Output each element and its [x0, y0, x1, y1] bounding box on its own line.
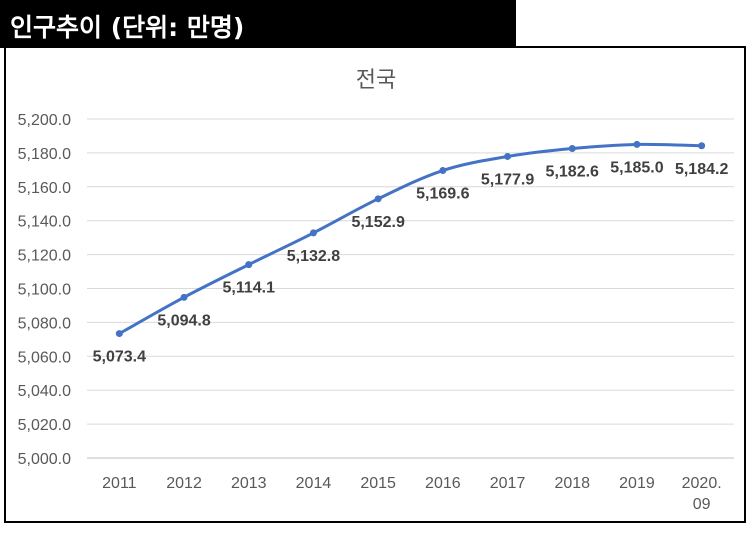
x-tick-label: 2018 [554, 475, 590, 492]
y-tick-label: 5,020.0 [18, 417, 71, 434]
y-axis-ticks: 5,000.0 5,020.0 5,040.0 5,060.0 5,080.0 5,100… [18, 112, 71, 468]
y-tick-label: 5,200.0 [18, 112, 71, 129]
data-label: 5,073.4 [93, 349, 146, 366]
x-tick-label: 2012 [166, 475, 202, 492]
y-tick-label: 5,060.0 [18, 349, 71, 366]
y-tick-label: 5,040.0 [18, 383, 71, 400]
data-label: 5,152.9 [351, 214, 404, 231]
data-point [374, 195, 382, 203]
series-line [117, 142, 704, 336]
data-point [439, 167, 447, 175]
data-point [568, 144, 576, 152]
x-tick-label: 2020. 09 [682, 475, 722, 513]
header-title: 인구추이 (단위: 만명) [10, 13, 245, 42]
x-tick-label: 2013 [231, 475, 267, 492]
y-tick-label: 5,140.0 [18, 214, 71, 231]
x-tick-label: 2017 [490, 475, 526, 492]
data-label: 5,177.9 [481, 171, 534, 188]
y-tick-label: 5,180.0 [18, 146, 71, 163]
data-label: 5,169.6 [416, 186, 469, 203]
x-tick-label: 2014 [296, 475, 332, 492]
data-point [309, 229, 317, 237]
x-tick-label: 2011 [102, 475, 137, 492]
y-tick-label: 5,100.0 [18, 282, 71, 299]
y-tick-label: 5,080.0 [18, 315, 71, 332]
data-point [245, 261, 253, 269]
data-label: 5,132.8 [287, 248, 340, 265]
data-point [115, 330, 123, 338]
grid-lines [87, 118, 734, 459]
data-label: 5,182.6 [546, 163, 599, 180]
chart-title: 전국 [356, 68, 396, 93]
data-point [698, 142, 706, 150]
chart-header: 인구추이 (단위: 만명) [0, 0, 516, 48]
y-tick-label: 5,000.0 [18, 451, 71, 468]
data-label: 5,185.0 [610, 159, 663, 176]
data-label: 5,114.1 [223, 280, 276, 297]
data-points [115, 140, 706, 338]
series-line-layer [117, 142, 704, 336]
x-tick-label: 2016 [425, 475, 461, 492]
data-labels: 5,073.4 5,094.8 5,114.1 5,132.8 5,152.9 5,169… [93, 159, 729, 365]
data-point [633, 140, 641, 148]
data-label: 5,184.2 [675, 161, 728, 178]
data-point [180, 293, 188, 301]
x-axis-ticks: 2011 2012 2013 2014 2015 2016 2017 2018 2019 2020… [102, 475, 722, 513]
chart-frame [4, 46, 746, 523]
x-tick-label: 2019 [619, 475, 655, 492]
y-tick-label: 5,120.0 [18, 248, 71, 265]
x-tick-label: 2015 [360, 475, 396, 492]
data-point [504, 152, 512, 160]
data-label: 5,094.8 [157, 312, 210, 329]
y-tick-label: 5,160.0 [18, 180, 71, 197]
